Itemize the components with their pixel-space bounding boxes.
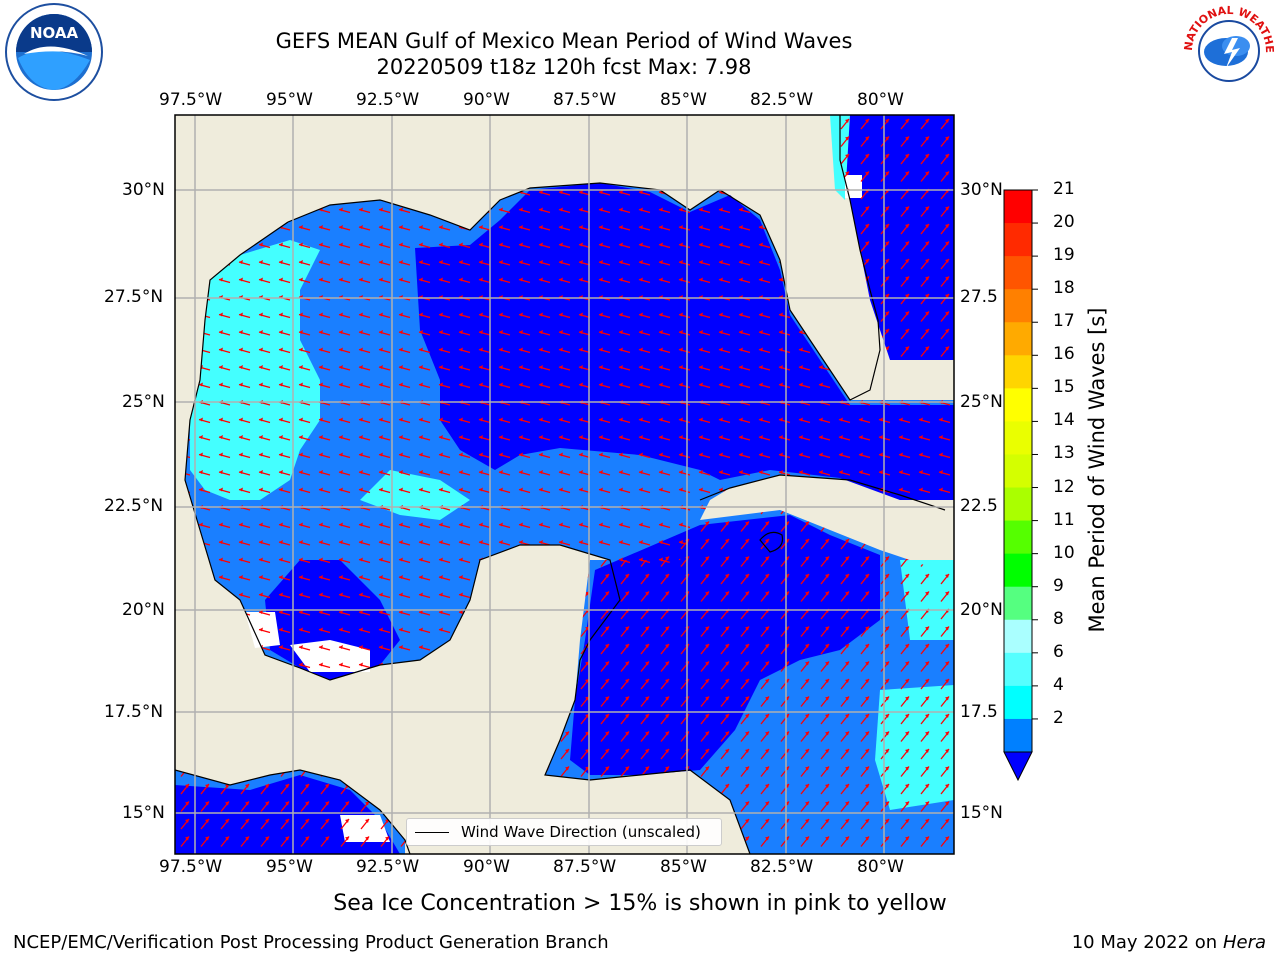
colorbar-segment	[1004, 553, 1032, 588]
colorbar-segment	[1004, 289, 1032, 323]
colorbar-tick-label: 19	[1053, 245, 1075, 266]
colorbar-segment	[1004, 388, 1032, 422]
colorbar-segment	[1004, 487, 1032, 522]
lat-label: 15°N	[960, 803, 1003, 823]
footer-host: Hera	[1222, 932, 1266, 953]
lat-label: 17.5°N	[104, 702, 164, 722]
noaa-logo: NOAA	[5, 3, 103, 101]
colorbar-tick-label: 11	[1053, 509, 1075, 530]
lon-label: 95°W	[266, 857, 313, 877]
colorbar-tick-label: 9	[1053, 575, 1064, 596]
lat-label: 22.5°N	[104, 496, 164, 516]
colorbar-segment	[1004, 454, 1032, 489]
legend-label: Wind Wave Direction (unscaled)	[461, 823, 701, 841]
colorbar-tick-label: 10	[1053, 542, 1075, 563]
lon-label: 85°W	[660, 90, 707, 110]
colorbar-tick-label: 16	[1053, 344, 1075, 365]
sea-ice-note: Sea Ice Concentration > 15% is shown in …	[333, 891, 947, 916]
colorbar-tick-label: 14	[1053, 410, 1075, 431]
colorbar-segment	[1004, 322, 1032, 356]
colorbar-segment	[1004, 190, 1032, 224]
lat-label: 22.5	[960, 496, 998, 516]
lon-label: 85°W	[660, 857, 707, 877]
lon-label: 90°W	[463, 90, 510, 110]
chart-subtitle: 20220509 t18z 120h fcst Max: 7.98	[376, 55, 752, 79]
lon-label: 90°W	[463, 857, 510, 877]
lon-label: 82.5°W	[750, 857, 814, 877]
colorbar-segment	[1004, 520, 1032, 555]
nws-logo: NATIONAL WEATHER SERVICE	[1180, 2, 1276, 97]
colorbar-segment	[1004, 223, 1032, 257]
lon-label: 92.5°W	[356, 90, 420, 110]
coastlines	[175, 115, 946, 854]
colorbar-segment	[1004, 355, 1032, 389]
colorbar-tick-label: 8	[1053, 608, 1064, 629]
colorbar-tick-label: 21	[1053, 179, 1075, 199]
lon-label: 87.5°W	[553, 90, 617, 110]
colorbar-tick-label: 12	[1053, 476, 1075, 497]
lat-label: 27.5	[960, 287, 998, 307]
colorbar-segment	[1004, 586, 1032, 621]
colorbar-segment	[1004, 421, 1032, 455]
colorbar-extend	[1003, 751, 1033, 782]
colorbar-tick-label: 15	[1053, 377, 1075, 398]
lat-label: 27.5°N	[104, 287, 164, 307]
lon-label: 80°W	[857, 90, 904, 110]
footer-credit: NCEP/EMC/Verification Post Processing Pr…	[13, 932, 609, 953]
map-legend: Wind Wave Direction (unscaled)	[406, 818, 722, 846]
lat-label: 25°N	[960, 392, 1003, 412]
lat-label: 20°N	[960, 600, 1003, 620]
lat-label: 30°N	[122, 180, 165, 200]
colorbar	[1003, 189, 1038, 782]
colorbar-tick-label: 4	[1053, 674, 1064, 695]
lon-label: 80°W	[857, 857, 904, 877]
lat-label: 17.5	[960, 702, 998, 722]
colorbar-segment	[1004, 685, 1032, 720]
colorbar-segment	[1004, 652, 1032, 687]
footer-date-text: 10 May 2022 on	[1071, 932, 1218, 953]
colorbar-tick-label: 17	[1053, 311, 1075, 332]
footer-date: 10 May 2022 on Hera	[1072, 932, 1266, 953]
lat-label: 20°N	[122, 600, 165, 620]
colorbar-tick-label: 18	[1053, 278, 1075, 299]
grid-lines	[175, 115, 954, 854]
lon-label: 97.5°W	[159, 90, 223, 110]
lon-label: 95°W	[266, 90, 313, 110]
chart-title: GEFS MEAN Gulf of Mexico Mean Period of …	[275, 29, 853, 53]
noaa-logo-text: NOAA	[30, 24, 79, 42]
legend-line-icon	[415, 831, 449, 833]
lon-label: 87.5°W	[553, 857, 617, 877]
colorbar-tick-label: 13	[1053, 443, 1075, 464]
map-frame	[174, 114, 955, 855]
colorbar-tick-label: 2	[1053, 707, 1064, 728]
wind-wave-arrows-gulf	[185, 183, 954, 680]
colorbar-tick-label: 20	[1053, 212, 1075, 233]
colorbar-tick-label: 6	[1053, 641, 1064, 662]
colorbar-segment	[1004, 619, 1032, 654]
lon-label: 92.5°W	[356, 857, 420, 877]
wind-wave-arrows-caribbean	[545, 510, 954, 854]
lat-label: 15°N	[122, 803, 165, 823]
lon-label: 82.5°W	[750, 90, 814, 110]
lon-label: 97.5°W	[159, 857, 223, 877]
lat-label: 25°N	[122, 392, 165, 412]
colorbar-segment	[1004, 718, 1032, 753]
colorbar-segment	[1004, 256, 1032, 290]
lat-label: 30°N	[960, 180, 1003, 200]
